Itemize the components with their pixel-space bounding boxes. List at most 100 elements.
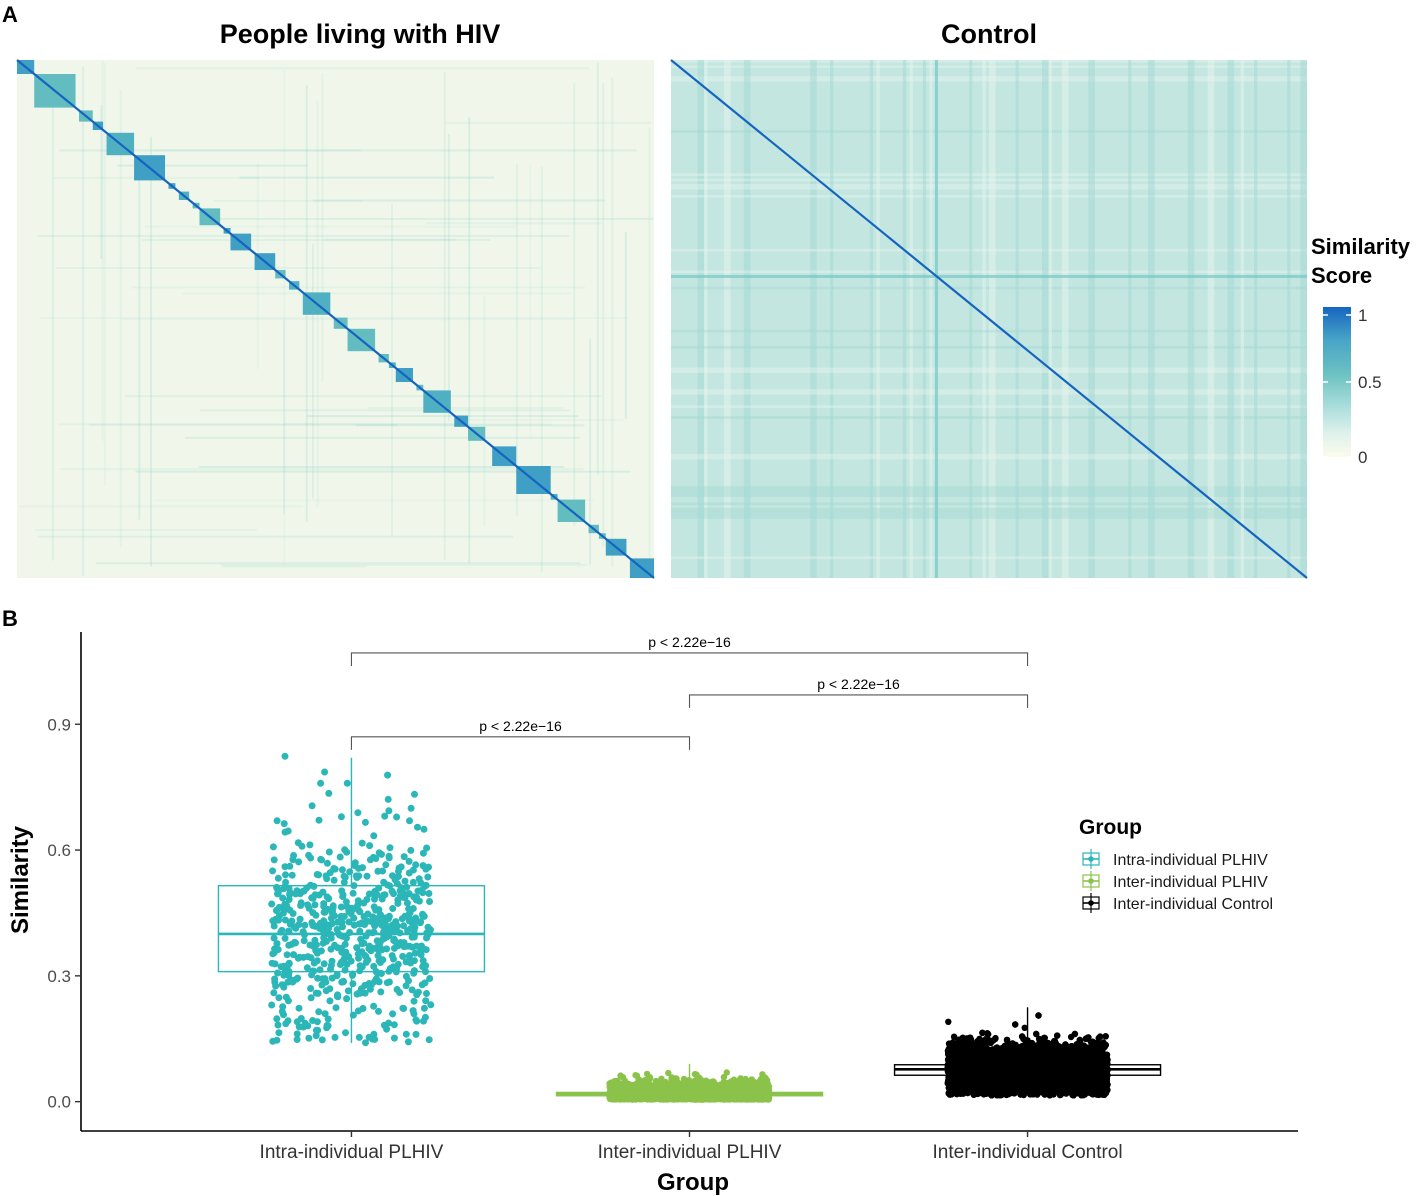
- jitter-point: [402, 1030, 410, 1038]
- jitter-point: [275, 1029, 283, 1037]
- jitter-point: [360, 939, 368, 947]
- jitter-point: [281, 752, 289, 760]
- jitter-point: [317, 947, 325, 955]
- jitter-point: [295, 1004, 303, 1012]
- jitter-point: [310, 959, 318, 967]
- jitter-point: [322, 872, 330, 880]
- jitter-point: [342, 1029, 349, 1037]
- jitter-point: [412, 1016, 420, 1024]
- jitter-point: [284, 961, 292, 969]
- heatmap-plhiv-streak: [60, 468, 584, 471]
- jitter-point: [274, 890, 281, 898]
- heatmap-control-column-streak: [1128, 60, 1132, 578]
- jitter-point: [307, 985, 315, 992]
- jitter-point: [422, 997, 430, 1005]
- jitter-point: [406, 958, 414, 966]
- jitter-point: [336, 853, 344, 861]
- heatmap-plhiv-streak: [602, 82, 605, 547]
- jitter-point: [390, 1021, 398, 1029]
- jitter-point: [352, 872, 360, 880]
- jitter-point: [668, 1076, 675, 1083]
- heatmap-control-column-streak: [1088, 60, 1095, 578]
- jitter-point: [389, 1010, 397, 1018]
- jitter-point: [378, 850, 385, 858]
- jitter-point: [290, 951, 297, 959]
- jitter-point: [312, 941, 320, 949]
- jitter-point: [305, 904, 313, 912]
- heatmap-plhiv-streak: [119, 90, 122, 548]
- jitter-point: [279, 1003, 287, 1011]
- heatmap-plhiv-streak: [221, 565, 366, 568]
- jitter-point: [318, 1036, 326, 1044]
- jitter-point: [268, 1001, 276, 1009]
- jitter-point: [356, 967, 364, 975]
- jitter-point: [385, 1019, 393, 1027]
- heatmap-plhiv-streak: [391, 203, 394, 537]
- jitter-point: [422, 865, 430, 873]
- heatmap-control-highlight-column: [934, 60, 938, 578]
- heatmap-control-row-streak: [671, 502, 1307, 506]
- jitter-point: [363, 872, 371, 880]
- jitter-point: [366, 856, 374, 864]
- jitter-point: [342, 934, 350, 942]
- jitter-point: [723, 1069, 730, 1076]
- jitter-point: [425, 890, 433, 897]
- jitter-point: [282, 901, 290, 909]
- jitter-point: [283, 951, 291, 959]
- jitter-point: [273, 817, 281, 825]
- jitter-point: [365, 980, 373, 987]
- jitter-point: [392, 921, 400, 929]
- heatmap-control-title: Control: [941, 19, 1037, 49]
- heatmap-control-highlight-row: [671, 274, 1307, 278]
- jitter-point: [324, 1015, 332, 1023]
- jitter-point: [337, 903, 345, 911]
- jitter-point: [325, 789, 333, 797]
- heatmap-control-diagonal: [670, 59, 1308, 579]
- heatmap-plhiv-streak: [445, 121, 651, 124]
- jitter-point: [396, 989, 404, 996]
- heatmap-plhiv-streak: [136, 67, 590, 70]
- jitter-point: [323, 859, 331, 867]
- jitter-point: [379, 935, 387, 943]
- jitter-point: [340, 950, 348, 958]
- jitter-point: [274, 1021, 282, 1029]
- heatmap-plhiv-streak: [199, 409, 571, 412]
- heatmap-plhiv-streak: [198, 465, 565, 468]
- heatmap-control-column-streak: [902, 60, 907, 578]
- heatmap-plhiv-streak: [124, 395, 602, 398]
- jitter-point: [413, 991, 421, 999]
- jitter-point: [380, 916, 388, 924]
- heatmap-control-column-streak: [810, 60, 817, 578]
- heatmap-control-column-streak: [724, 60, 731, 578]
- jitter-point: [307, 994, 315, 1002]
- jitter-point: [413, 893, 420, 901]
- jitter-point: [331, 941, 339, 949]
- heatmap-plhiv-streak: [221, 564, 588, 567]
- heatmap-control-row-streak: [671, 194, 1307, 198]
- heatmap-plhiv-streak: [313, 199, 606, 202]
- jitter-point: [319, 888, 327, 896]
- jitter-point: [394, 899, 402, 907]
- heatmap-control-column-streak: [1042, 60, 1049, 578]
- jitter-point: [396, 892, 404, 900]
- colorbar-tick-label: 1: [1358, 306, 1367, 325]
- heatmap-plhiv-streak: [283, 69, 286, 565]
- jitter-point: [410, 997, 418, 1005]
- heatmap-plhiv-streak: [447, 134, 450, 422]
- jitter-point: [395, 873, 402, 880]
- jitter-point: [343, 848, 351, 856]
- jitter-point: [269, 917, 277, 925]
- heatmap-control-row-streak: [671, 130, 1307, 133]
- jitter-point: [378, 946, 386, 954]
- jitter-point: [294, 954, 302, 962]
- jitter-point: [300, 937, 308, 945]
- jitter-point: [310, 882, 318, 890]
- jitter-point: [274, 969, 282, 977]
- heatmap-control-texture: [671, 60, 1307, 578]
- jitter-point: [389, 872, 396, 880]
- jitter-point: [289, 856, 297, 864]
- jitter-point: [384, 795, 392, 803]
- jitter-point: [339, 959, 347, 967]
- jitter-point: [666, 1085, 673, 1092]
- jitter-point: [354, 901, 362, 909]
